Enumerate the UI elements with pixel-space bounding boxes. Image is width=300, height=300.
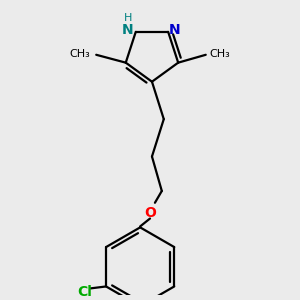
Text: H: H [124, 13, 132, 23]
Text: CH₃: CH₃ [210, 49, 230, 59]
Text: O: O [144, 206, 156, 220]
Text: Cl: Cl [77, 285, 92, 299]
Text: N: N [169, 23, 181, 37]
Text: CH₃: CH₃ [70, 49, 90, 59]
Text: N: N [122, 23, 134, 37]
